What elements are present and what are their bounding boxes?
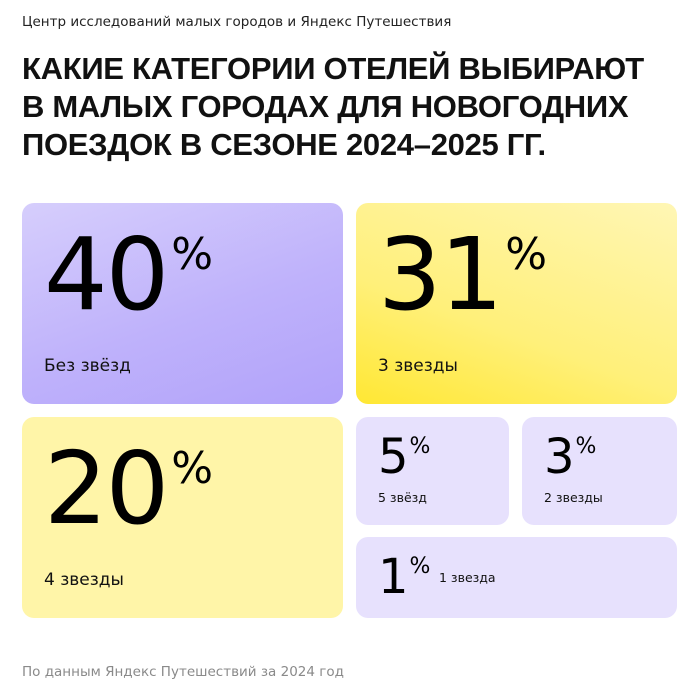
percent-sign: %: [505, 229, 548, 280]
label-3-stars: 3 звезды: [378, 356, 458, 376]
value-1-star: 1%: [378, 551, 430, 603]
page-title: КАКИЕ КАТЕГОРИИ ОТЕЛЕЙ ВЫБИРАЮТ В МАЛЫХ …: [22, 50, 644, 164]
percent-sign: %: [171, 443, 214, 494]
value-number: 31: [378, 216, 503, 333]
value-no-stars: 40%: [44, 223, 213, 327]
label-no-stars: Без звёзд: [44, 356, 131, 376]
value-5-stars: 5%: [378, 431, 430, 483]
percent-sign: %: [409, 434, 431, 459]
value-3-stars: 31%: [378, 223, 547, 327]
tile-3-stars: 31% 3 звезды: [356, 203, 677, 404]
title-line-2: В МАЛЫХ ГОРОДАХ ДЛЯ НОВОГОДНИХ: [22, 89, 629, 124]
value-4-stars: 20%: [44, 437, 213, 541]
value-number: 3: [544, 429, 575, 485]
value-2-stars: 3%: [544, 431, 596, 483]
tile-1-star: 1% 1 звезда: [356, 537, 677, 618]
value-number: 20: [44, 430, 169, 547]
title-line-1: КАКИЕ КАТЕГОРИИ ОТЕЛЕЙ ВЫБИРАЮТ: [22, 51, 644, 86]
value-number: 5: [378, 429, 409, 485]
percent-sign: %: [575, 434, 597, 459]
value-number: 1: [378, 549, 409, 605]
tile-no-stars: 40% Без звёзд: [22, 203, 343, 404]
title-line-3: ПОЕЗДОК В СЕЗОНЕ 2024–2025 ГГ.: [22, 127, 546, 162]
label-1-star: 1 звезда: [439, 570, 496, 585]
tile-5-stars: 5% 5 звёзд: [356, 417, 509, 525]
percent-sign: %: [409, 554, 431, 579]
tile-4-stars: 20% 4 звезды: [22, 417, 343, 618]
tile-2-stars: 3% 2 звезды: [522, 417, 677, 525]
footer-note: По данным Яндекс Путешествий за 2024 год: [22, 664, 344, 680]
percent-sign: %: [171, 229, 214, 280]
value-number: 40: [44, 216, 169, 333]
label-2-stars: 2 звезды: [544, 490, 603, 505]
source-credit: Центр исследований малых городов и Яндек…: [22, 14, 452, 30]
label-5-stars: 5 звёзд: [378, 490, 427, 505]
label-4-stars: 4 звезды: [44, 570, 124, 590]
